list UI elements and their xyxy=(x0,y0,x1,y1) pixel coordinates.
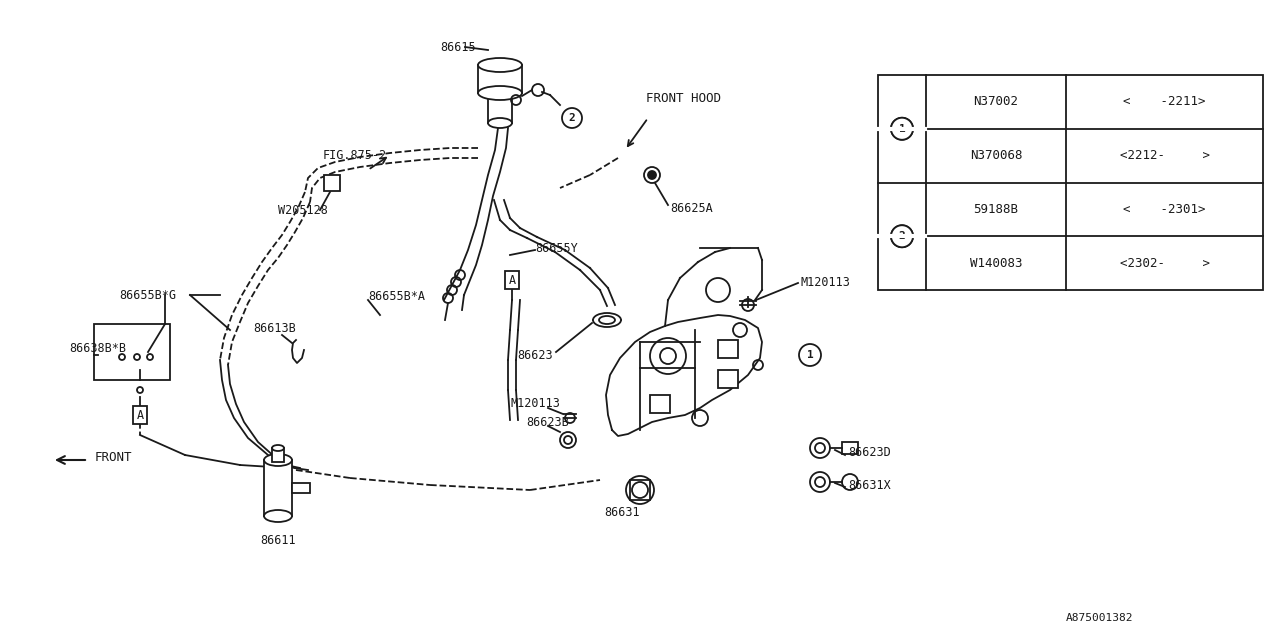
Circle shape xyxy=(648,171,657,179)
Text: 86655B*G: 86655B*G xyxy=(119,289,177,301)
Text: <    -2301>: < -2301> xyxy=(1124,203,1206,216)
Text: N370068: N370068 xyxy=(970,149,1023,162)
Bar xyxy=(488,93,512,123)
Text: 2: 2 xyxy=(568,113,576,123)
Text: 86631X: 86631X xyxy=(849,479,891,492)
Bar xyxy=(718,340,739,358)
Text: 86631: 86631 xyxy=(604,506,640,518)
Circle shape xyxy=(891,225,913,247)
Text: 86625A: 86625A xyxy=(669,202,713,214)
Text: 86623B: 86623B xyxy=(526,415,570,429)
Text: <    -2211>: < -2211> xyxy=(1124,95,1206,108)
Ellipse shape xyxy=(264,454,292,466)
Text: 86655B*A: 86655B*A xyxy=(369,289,425,303)
Bar xyxy=(630,480,650,500)
Circle shape xyxy=(891,118,913,140)
Text: 1: 1 xyxy=(806,350,813,360)
Text: <2302-     >: <2302- > xyxy=(1120,257,1210,269)
Bar xyxy=(477,65,522,93)
Text: 86615: 86615 xyxy=(440,40,476,54)
Ellipse shape xyxy=(477,58,522,72)
Text: W140083: W140083 xyxy=(970,257,1023,269)
Text: M120113: M120113 xyxy=(800,275,850,289)
Bar xyxy=(842,442,858,454)
Ellipse shape xyxy=(599,316,614,324)
Text: A: A xyxy=(137,408,143,422)
Bar xyxy=(292,483,310,493)
Ellipse shape xyxy=(593,313,621,327)
Bar xyxy=(650,395,669,413)
Text: 86623: 86623 xyxy=(517,349,553,362)
Text: 1: 1 xyxy=(899,124,905,134)
Circle shape xyxy=(891,225,913,247)
Bar xyxy=(878,75,1263,290)
Bar xyxy=(273,448,284,462)
Text: FRONT: FRONT xyxy=(95,451,133,463)
Text: 2: 2 xyxy=(899,231,905,241)
Bar xyxy=(718,370,739,388)
Bar xyxy=(93,324,170,380)
Text: A: A xyxy=(508,273,516,287)
Ellipse shape xyxy=(488,118,512,128)
Text: FRONT HOOD: FRONT HOOD xyxy=(646,92,721,104)
Text: A875001382: A875001382 xyxy=(1066,613,1134,623)
Circle shape xyxy=(799,344,820,366)
Text: 86611: 86611 xyxy=(260,534,296,547)
Text: 59188B: 59188B xyxy=(974,203,1019,216)
Text: 2: 2 xyxy=(899,231,905,241)
Text: <2212-     >: <2212- > xyxy=(1120,149,1210,162)
Bar xyxy=(324,175,340,191)
Bar xyxy=(264,460,292,516)
Circle shape xyxy=(562,108,582,128)
Text: W205128: W205128 xyxy=(278,204,328,216)
Circle shape xyxy=(891,118,913,140)
Text: FIG.875-2: FIG.875-2 xyxy=(323,148,387,161)
Text: 1: 1 xyxy=(899,124,905,134)
Text: 86655Y: 86655Y xyxy=(535,241,577,255)
Text: 86613B: 86613B xyxy=(253,321,297,335)
Text: M120113: M120113 xyxy=(509,397,559,410)
Ellipse shape xyxy=(264,510,292,522)
Text: 86623D: 86623D xyxy=(849,445,891,458)
Ellipse shape xyxy=(477,86,522,100)
Ellipse shape xyxy=(273,445,284,451)
Text: N37002: N37002 xyxy=(974,95,1019,108)
Text: 86638B*B: 86638B*B xyxy=(69,342,127,355)
